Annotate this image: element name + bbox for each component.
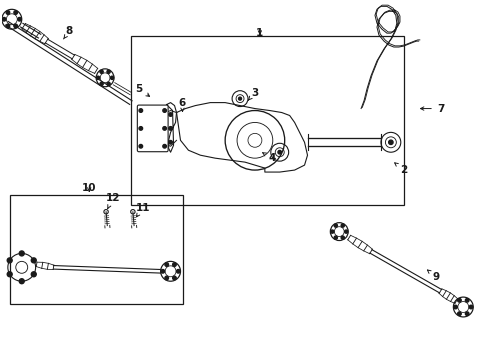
Circle shape — [107, 70, 110, 73]
Circle shape — [469, 305, 473, 309]
Circle shape — [466, 298, 469, 302]
Text: 1: 1 — [256, 28, 264, 38]
Bar — [10, 195, 183, 304]
Circle shape — [107, 82, 110, 85]
Circle shape — [341, 236, 344, 239]
Circle shape — [176, 270, 180, 273]
Circle shape — [165, 276, 169, 280]
Circle shape — [239, 97, 242, 100]
Circle shape — [163, 109, 167, 112]
Text: 6: 6 — [179, 98, 186, 112]
Circle shape — [100, 82, 103, 85]
Circle shape — [169, 113, 172, 116]
Circle shape — [169, 127, 172, 130]
Text: 12: 12 — [106, 193, 120, 208]
Bar — [131, 36, 404, 205]
Circle shape — [172, 263, 176, 266]
Circle shape — [18, 18, 22, 21]
Circle shape — [334, 224, 338, 227]
Circle shape — [14, 11, 18, 14]
Circle shape — [110, 76, 114, 80]
Circle shape — [97, 76, 100, 80]
Circle shape — [100, 70, 103, 73]
Circle shape — [2, 18, 6, 21]
Circle shape — [165, 263, 169, 266]
Circle shape — [31, 272, 36, 277]
Circle shape — [278, 150, 282, 154]
Circle shape — [341, 224, 344, 227]
Circle shape — [139, 144, 143, 148]
Circle shape — [139, 127, 143, 130]
Circle shape — [7, 272, 12, 277]
Circle shape — [163, 127, 167, 130]
Circle shape — [6, 11, 10, 14]
Circle shape — [169, 140, 172, 144]
Text: 7: 7 — [420, 104, 444, 113]
Text: 9: 9 — [427, 270, 440, 282]
Circle shape — [6, 24, 10, 28]
Text: 8: 8 — [64, 26, 73, 39]
Text: 11: 11 — [136, 203, 150, 217]
Circle shape — [31, 258, 36, 263]
Circle shape — [139, 109, 143, 112]
Circle shape — [7, 258, 12, 263]
Circle shape — [19, 279, 24, 284]
Circle shape — [454, 305, 457, 309]
Circle shape — [466, 312, 469, 315]
Circle shape — [163, 144, 167, 148]
Circle shape — [334, 236, 338, 239]
Text: 5: 5 — [135, 84, 149, 96]
Text: 2: 2 — [394, 163, 407, 175]
Circle shape — [458, 312, 461, 315]
Circle shape — [344, 230, 348, 233]
Text: 10: 10 — [82, 183, 97, 193]
Circle shape — [14, 24, 18, 28]
Circle shape — [19, 251, 24, 256]
Text: 3: 3 — [248, 88, 259, 100]
Circle shape — [389, 140, 393, 144]
Circle shape — [458, 298, 461, 302]
Circle shape — [161, 270, 165, 273]
Text: 4: 4 — [263, 153, 275, 163]
Circle shape — [172, 276, 176, 280]
FancyBboxPatch shape — [137, 105, 168, 152]
Circle shape — [331, 230, 334, 233]
